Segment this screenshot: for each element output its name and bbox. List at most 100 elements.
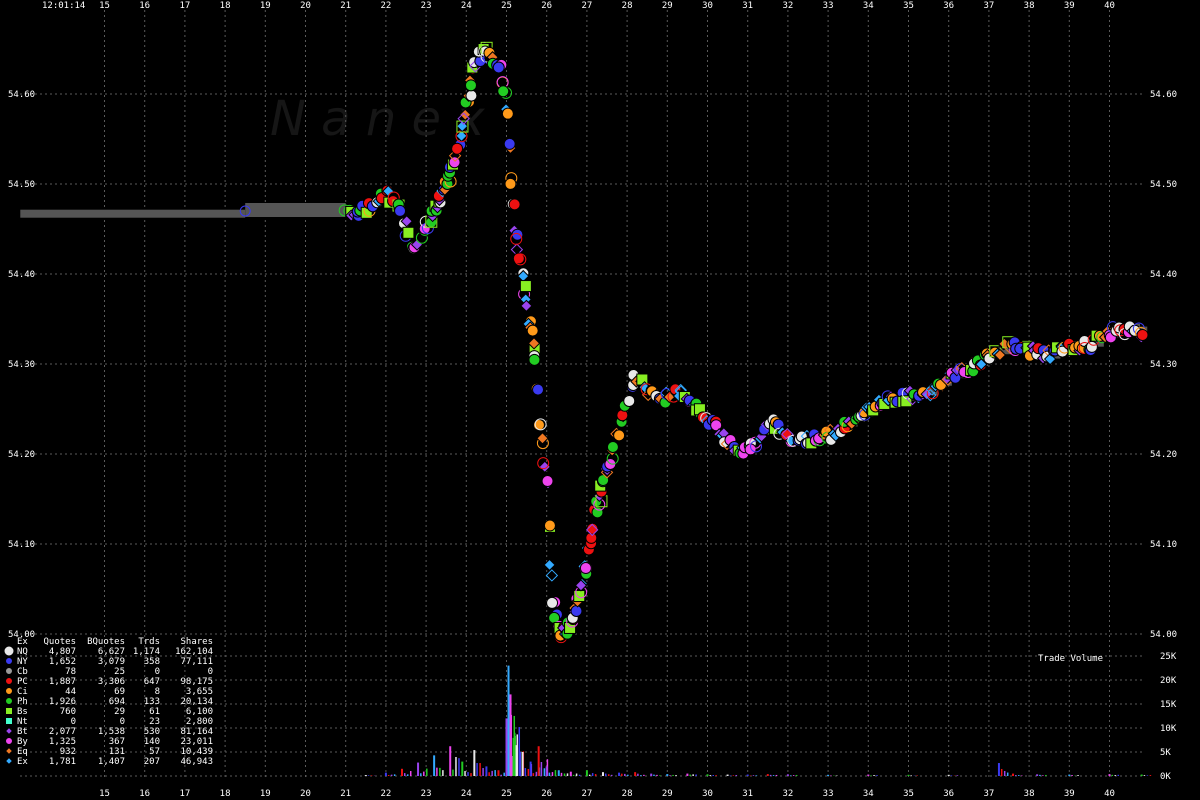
volume-bar — [634, 772, 637, 776]
legend-cell: 1,325 — [49, 737, 76, 747]
volume-bar — [624, 773, 626, 776]
trade-point — [527, 337, 541, 350]
trade-point — [586, 522, 599, 535]
legend-cell: 1,781 — [49, 757, 76, 767]
x-tick-label-bottom: 27 — [581, 789, 592, 799]
price-tick-label-right: 54.00 — [1150, 630, 1177, 640]
legend-cell: Eq — [17, 747, 28, 757]
trade-point — [508, 198, 521, 211]
legend-swatch — [5, 657, 13, 665]
trade-point — [465, 89, 478, 102]
legend-swatch — [5, 737, 13, 745]
x-tick-label-top: 36 — [943, 1, 954, 11]
trade-point — [394, 204, 407, 217]
legend-cell: 0 — [208, 667, 213, 677]
x-tick-label-bottom: 38 — [1024, 789, 1035, 799]
volume-bar — [400, 768, 403, 776]
volume-bar — [1036, 774, 1039, 776]
volume-bar — [479, 763, 481, 776]
x-tick-label-top: 37 — [983, 1, 994, 11]
volume-bar — [827, 774, 830, 776]
legend-cell: 207 — [144, 757, 160, 767]
legend-cell: 29 — [114, 707, 125, 717]
volume-bar — [637, 773, 639, 776]
trade-point — [1136, 328, 1149, 341]
volume-bar — [461, 761, 464, 776]
price-tick-label-right: 54.60 — [1150, 90, 1177, 100]
legend-header: Quotes — [43, 637, 76, 647]
volume-bar — [515, 745, 518, 776]
trade-point — [239, 205, 251, 217]
legend-cell: 78 — [65, 667, 76, 677]
volume-bar — [1143, 775, 1146, 776]
exchange-legend: Ex Quotes BQuotes Trds Shares NQ 4,807 6,627 1,1… — [3, 637, 213, 767]
price-tick-label-right: 54.10 — [1150, 540, 1177, 550]
volume-bar — [873, 775, 875, 776]
legend-cell: 1,407 — [98, 757, 125, 767]
trade-point — [545, 569, 559, 582]
volume-bar — [910, 775, 912, 776]
legend-cell: 131 — [109, 747, 125, 757]
x-tick-label-top: 30 — [702, 1, 713, 11]
trade-point — [570, 604, 583, 617]
volume-bar — [594, 774, 597, 776]
trade-point — [510, 232, 523, 245]
volume-tick-label: 10K — [1160, 724, 1177, 734]
volume-bar — [467, 772, 469, 776]
legend-header: Trds — [138, 637, 160, 647]
x-tick-label-bottom: 37 — [983, 789, 994, 799]
trade-point — [579, 562, 592, 575]
x-tick-label-top: 15 — [99, 1, 110, 11]
legend-cell: 647 — [144, 677, 160, 687]
trade-point — [750, 440, 763, 453]
trade-point — [501, 107, 514, 120]
legend-cell: 530 — [144, 727, 160, 737]
volume-bar — [403, 773, 406, 776]
volume-bar — [511, 755, 513, 776]
legend-cell: 6,627 — [98, 647, 125, 657]
quote-band — [245, 203, 346, 217]
x-tick-label-top: 21 — [340, 1, 351, 11]
trade-point — [606, 441, 619, 454]
legend-cell: 8 — [155, 687, 160, 697]
price-tick-label-left: 54.00 — [8, 630, 35, 640]
volume-bar — [775, 774, 778, 776]
volume-bar — [1117, 774, 1119, 776]
volume-bar — [1071, 775, 1073, 776]
volume-layer — [364, 665, 1152, 776]
volume-bar — [672, 774, 674, 776]
legend-swatch — [5, 697, 13, 705]
volume-bar — [497, 770, 500, 776]
volume-bar — [746, 774, 749, 776]
legend-cell: 3,306 — [98, 677, 125, 687]
volume-bar — [1012, 773, 1015, 776]
volume-bar — [518, 727, 521, 776]
volume-bar — [521, 752, 524, 776]
trade-point — [503, 137, 516, 150]
x-tick-label-bottom: 15 — [99, 789, 110, 799]
legend-cell: 25 — [114, 667, 125, 677]
volume-bar — [470, 773, 472, 776]
time-label: 12:01:14 — [42, 1, 85, 11]
volume-bar — [686, 773, 689, 776]
volume-bar — [607, 774, 610, 776]
legend-cell: 932 — [60, 747, 76, 757]
volume-bar — [554, 770, 557, 776]
legend-cell: 10,439 — [180, 747, 213, 757]
volume-bar — [916, 775, 918, 776]
volume-bar — [669, 775, 671, 776]
trade-point — [520, 299, 533, 313]
x-tick-label-bottom: 19 — [260, 789, 271, 799]
volume-bar — [772, 775, 775, 776]
price-tick-label-right: 54.20 — [1150, 450, 1177, 460]
legend-cell: 2,077 — [49, 727, 76, 737]
x-tick-label-bottom: 20 — [300, 789, 311, 799]
volume-bar — [449, 746, 452, 776]
volume-tick-label: 25K — [1160, 652, 1177, 662]
x-tick-label-bottom: 36 — [943, 789, 954, 799]
volume-bar — [488, 772, 490, 776]
volume-bar — [572, 774, 575, 776]
volume-bar — [907, 774, 910, 776]
x-tick-label-top: 17 — [179, 1, 190, 11]
trade-point — [623, 394, 636, 407]
